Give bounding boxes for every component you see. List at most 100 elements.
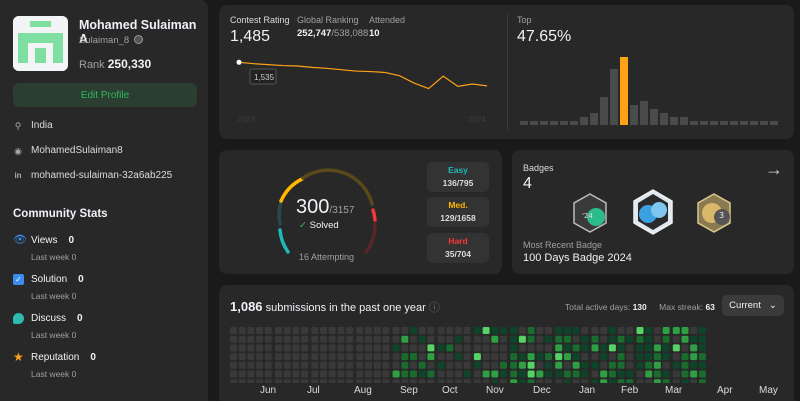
submission-heatmap[interactable]	[230, 327, 785, 383]
hard-box[interactable]: Hard 35/704	[427, 233, 489, 263]
histogram-bar	[740, 121, 748, 125]
edit-profile-button[interactable]: Edit Profile	[13, 83, 197, 107]
heatmap-cell	[536, 361, 544, 369]
heatmap-cell	[672, 370, 680, 378]
heatmap-cell	[463, 335, 471, 343]
heatmap-cell	[600, 353, 608, 361]
heatmap-cell	[473, 361, 481, 369]
heatmap-cell	[275, 335, 282, 343]
histogram-bar	[690, 121, 698, 125]
heatmap-cell	[672, 361, 680, 369]
heatmap-cell	[301, 353, 309, 361]
arrow-right-icon[interactable]: →	[765, 159, 783, 179]
heatmap-cell	[645, 327, 653, 334]
heatmap-cell	[527, 335, 535, 343]
heatmap-cell	[256, 379, 264, 383]
heatmap-cell	[600, 327, 608, 334]
heatmap-cell	[518, 370, 526, 378]
heatmap-cell	[238, 344, 246, 352]
heatmap-cell	[500, 327, 507, 334]
heatmap-cell	[283, 327, 291, 334]
linkedin-row[interactable]: in mohamed-sulaiman-32a6ab225	[13, 170, 172, 181]
avatar[interactable]	[13, 16, 68, 71]
easy-box[interactable]: Easy 136/795	[427, 162, 489, 192]
heatmap-cell	[373, 361, 381, 369]
heatmap-cell	[563, 370, 571, 378]
heatmap-cell	[698, 335, 706, 343]
medium-box[interactable]: Med. 129/1658	[427, 197, 489, 227]
heatmap-cell	[563, 344, 571, 352]
heatmap-cell	[636, 327, 644, 334]
heatmap-cell	[256, 353, 264, 361]
heatmap-cell	[600, 361, 608, 369]
histogram-bar	[580, 117, 588, 125]
active-days: Total active days: 130 Max streak: 63	[565, 302, 715, 312]
heatmap-cell	[418, 370, 426, 378]
heatmap-cell	[500, 344, 507, 352]
heatmap-cell	[328, 361, 336, 369]
github-row[interactable]: ◉ MohamedSulaiman8	[13, 145, 123, 156]
heatmap-cell	[382, 379, 390, 383]
rating-histogram[interactable]	[517, 45, 782, 127]
location-text: India	[31, 120, 53, 131]
heatmap-cell	[672, 379, 680, 383]
badge-50-days-icon[interactable]: '24	[570, 192, 610, 234]
badge-annual-icon[interactable]: 3	[694, 192, 734, 234]
heatmap-cell	[337, 370, 345, 378]
heatmap-cell	[491, 379, 499, 383]
heatmap-cell	[653, 361, 661, 369]
heatmap-cell	[264, 344, 272, 352]
rating-line-chart[interactable]: 1,535 2023 2024	[219, 5, 507, 139]
heatmap-cell	[518, 353, 526, 361]
heatmap-cell	[365, 379, 372, 383]
heatmap-cell	[283, 344, 291, 352]
heatmap-cell	[311, 361, 319, 369]
heatmap-cell	[328, 370, 336, 378]
heatmap-cell	[527, 370, 535, 378]
heatmap-cell	[608, 344, 616, 352]
eye-icon: 👁	[13, 234, 27, 246]
month-label: Jul	[307, 385, 320, 396]
heatmap-cell	[653, 344, 661, 352]
rating-tooltip-text: 1,535	[254, 73, 275, 82]
current-dropdown[interactable]: Current ⌄	[722, 295, 784, 316]
badges-card: Badges 4 → '24 3 Most Recent Badge 100 D…	[512, 150, 794, 274]
heatmap-cell	[626, 370, 634, 378]
heatmap-cell	[301, 344, 309, 352]
heatmap-cell	[320, 335, 327, 343]
attended-value: 10	[369, 28, 380, 39]
heatmap-cell	[311, 353, 319, 361]
linkedin-link[interactable]: mohamed-sulaiman-32a6ab225	[31, 170, 173, 181]
heatmap-cell	[446, 353, 454, 361]
heatmap-cell	[356, 335, 364, 343]
heatmap-cell	[482, 361, 490, 369]
heatmap-cell	[617, 327, 625, 334]
month-label: Mar	[665, 385, 683, 396]
heatmap-cell	[608, 361, 616, 369]
heatmap-cell	[275, 353, 282, 361]
submissions-card: 1,086 submissions in the past one year ⓘ…	[219, 285, 794, 401]
heatmap-cell	[636, 379, 644, 383]
heatmap-cell	[662, 370, 670, 378]
heatmap-cell	[311, 370, 319, 378]
heatmap-cell	[581, 344, 589, 352]
github-link[interactable]: MohamedSulaiman8	[31, 145, 123, 156]
info-icon[interactable]: ⓘ	[428, 302, 440, 314]
heatmap-cell	[275, 344, 282, 352]
badge-100-days-icon[interactable]	[630, 188, 676, 236]
heatmap-cell	[373, 327, 381, 334]
heatmap-cell	[572, 379, 580, 383]
heatmap-cell	[382, 335, 390, 343]
heatmap-cell	[645, 361, 653, 369]
heatmap-cell	[690, 379, 698, 383]
chevron-down-icon: ⌄	[768, 300, 777, 311]
heatmap-cell	[292, 344, 300, 352]
heatmap-cell	[500, 335, 507, 343]
heatmap-cell	[662, 379, 670, 383]
heatmap-cell	[600, 370, 608, 378]
heatmap-cell	[491, 327, 499, 334]
heatmap-cell	[536, 327, 544, 334]
heatmap-cell	[301, 335, 309, 343]
heatmap-cell	[373, 370, 381, 378]
heatmap-cell	[275, 327, 282, 334]
